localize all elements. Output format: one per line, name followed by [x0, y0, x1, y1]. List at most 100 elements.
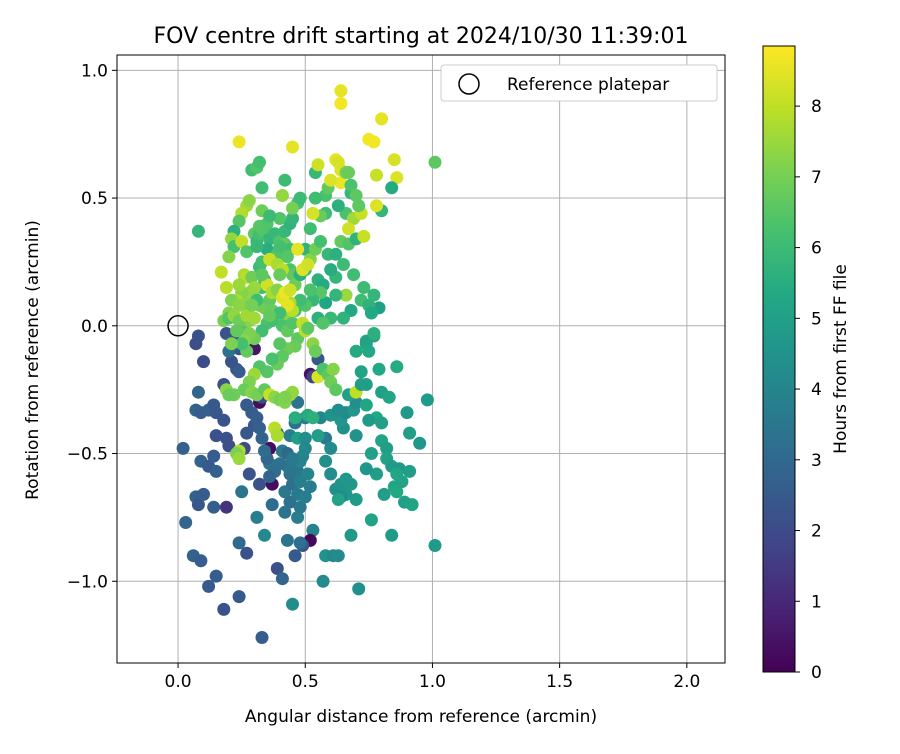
- data-point: [293, 536, 307, 550]
- y-tick-label: −0.5: [67, 445, 108, 465]
- data-point: [403, 426, 417, 440]
- data-point: [301, 258, 315, 271]
- data-point: [280, 250, 294, 264]
- data-point: [334, 84, 348, 98]
- data-point: [329, 247, 343, 261]
- data-point: [232, 452, 246, 466]
- data-point: [324, 467, 338, 481]
- data-point: [258, 528, 271, 542]
- data-point: [270, 429, 284, 443]
- data-point: [270, 562, 284, 575]
- data-point: [308, 344, 322, 358]
- data-point: [390, 467, 404, 481]
- data-point: [214, 265, 228, 279]
- data-point: [232, 590, 246, 604]
- data-point: [375, 416, 389, 430]
- data-point: [242, 467, 256, 481]
- data-point: [179, 516, 193, 529]
- data-point: [362, 413, 376, 427]
- data-point: [420, 393, 434, 407]
- data-point: [242, 194, 256, 208]
- data-point: [222, 388, 236, 402]
- data-point: [324, 263, 338, 277]
- y-tick-label: 1.0: [81, 61, 108, 81]
- data-point: [303, 222, 317, 236]
- data-point: [339, 288, 353, 302]
- data-point: [331, 155, 345, 169]
- data-point: [275, 189, 289, 202]
- data-point: [202, 579, 216, 593]
- x-tick-label: 0.5: [292, 672, 319, 692]
- data-point: [324, 173, 338, 187]
- data-point: [250, 240, 264, 254]
- data-point: [334, 176, 348, 190]
- data-point: [222, 250, 236, 264]
- data-point: [352, 199, 366, 213]
- data-point: [370, 199, 383, 213]
- data-point: [316, 316, 330, 330]
- data-point: [344, 528, 358, 542]
- data-point: [311, 158, 325, 172]
- data-point: [293, 500, 307, 514]
- data-point: [400, 406, 414, 420]
- data-point: [314, 235, 327, 248]
- data-point: [232, 536, 246, 550]
- data-point: [319, 454, 333, 468]
- data-point: [359, 398, 373, 412]
- data-point: [364, 306, 378, 320]
- data-point: [191, 385, 205, 399]
- legend-entry-reference-platepar: Reference platepar: [507, 75, 669, 95]
- data-point: [375, 112, 389, 126]
- data-point: [387, 153, 401, 167]
- data-point: [273, 240, 287, 254]
- data-point: [235, 235, 249, 248]
- data-point: [275, 572, 289, 586]
- data-point: [255, 631, 269, 644]
- data-point: [331, 493, 345, 506]
- data-point: [331, 199, 345, 213]
- x-tick-label: 0.0: [165, 672, 192, 692]
- data-point: [319, 296, 333, 310]
- data-point: [293, 293, 307, 307]
- data-point: [273, 268, 287, 282]
- data-point: [219, 327, 233, 340]
- data-point: [207, 500, 221, 514]
- chart-title: FOV centre drift starting at 2024/10/30 …: [154, 24, 689, 49]
- colorbar-tick-label: 4: [811, 380, 822, 400]
- data-point: [197, 355, 210, 369]
- data-point: [326, 362, 340, 376]
- data-point: [219, 281, 233, 294]
- data-point: [240, 309, 254, 323]
- x-tick-label: 1.5: [546, 672, 573, 692]
- data-point: [367, 135, 381, 149]
- data-point: [359, 462, 373, 476]
- data-point: [253, 477, 266, 491]
- y-axis-label: Rotation from reference (arcmin): [23, 220, 43, 500]
- data-point: [232, 298, 246, 312]
- y-tick-label: −1.0: [67, 572, 108, 592]
- data-point: [232, 135, 246, 149]
- data-point: [245, 298, 259, 312]
- data-point: [255, 268, 269, 282]
- data-point: [209, 569, 223, 583]
- y-tick-label: 0.0: [81, 317, 108, 337]
- data-point: [235, 337, 249, 351]
- data-point: [240, 245, 254, 259]
- x-tick-label: 1.0: [419, 672, 446, 692]
- reference-platepar-marker: [167, 315, 189, 337]
- data-point: [245, 270, 259, 284]
- data-point: [288, 549, 302, 563]
- colorbar-tick-label: 7: [811, 168, 822, 188]
- data-point: [354, 365, 368, 379]
- data-point: [258, 444, 271, 458]
- data-point: [225, 337, 238, 351]
- data-point: [278, 173, 292, 187]
- plot-area: [117, 55, 725, 663]
- data-point: [428, 155, 442, 169]
- data-point: [344, 178, 358, 192]
- data-point: [357, 229, 371, 243]
- data-point: [385, 528, 399, 542]
- data-point: [286, 597, 299, 611]
- data-point: [217, 602, 231, 616]
